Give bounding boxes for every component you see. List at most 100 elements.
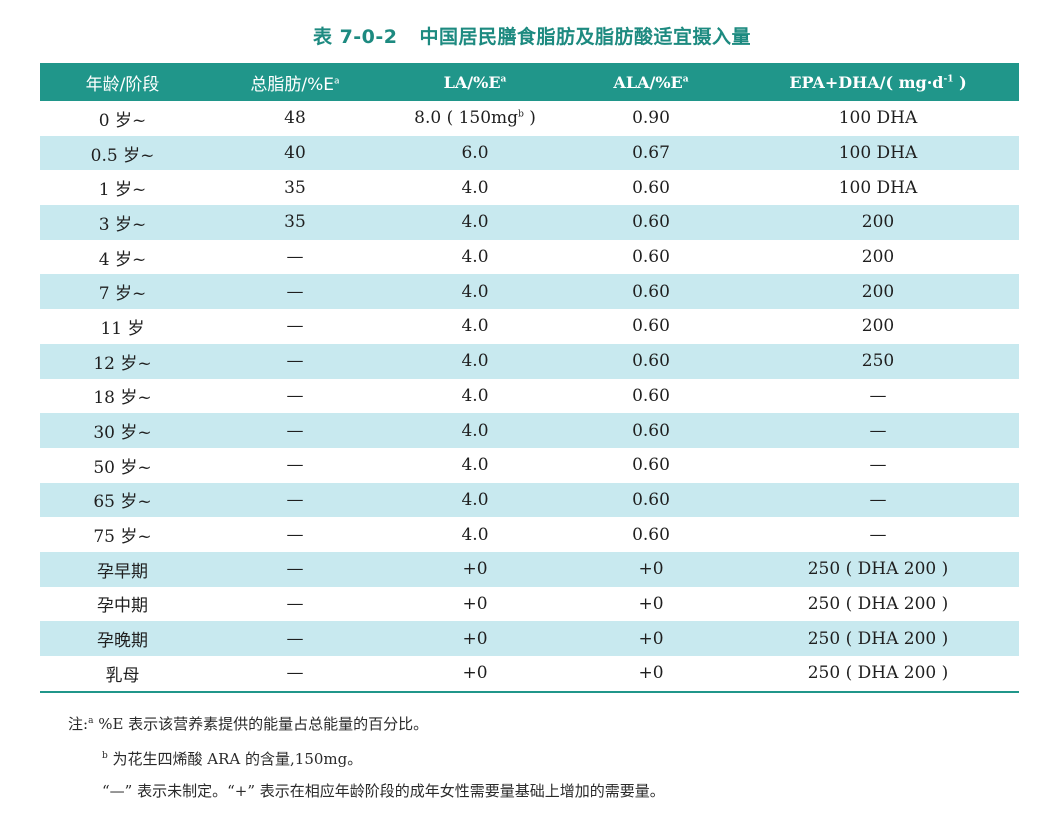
table-row: 孕中期 — +0 +0 250 ( DHA 200 )	[40, 587, 1019, 622]
cell-la: 4.0	[461, 385, 489, 406]
cell-ala: 0.60	[632, 385, 670, 406]
cell-epa-dha: 200	[861, 212, 895, 233]
cell-epa-dha: —	[869, 489, 887, 510]
table-row: 1 岁~ 35 4.0 0.60 100 DHA	[40, 170, 1019, 205]
cell-age: 18 岁~	[93, 388, 152, 409]
table-row: 18 岁~ — 4.0 0.60 —	[40, 379, 1019, 414]
cell-age: 乳母	[105, 665, 140, 686]
cell-total-fat: —	[286, 663, 304, 684]
cell-age: 1 岁~	[98, 180, 147, 201]
cell-total-fat: 48	[284, 108, 306, 129]
cell-ala: 0.60	[632, 212, 670, 233]
header-row: 年龄/阶段 总脂肪/%Ea LA/%Ea ALA/%Ea EPA+DHA/( m…	[40, 63, 1019, 101]
table-bottom-rule	[40, 690, 1019, 693]
cell-total-fat: —	[286, 247, 304, 268]
table-row: 50 岁~ — 4.0 0.60 —	[40, 448, 1019, 483]
cell-age: 75 岁~	[93, 527, 152, 548]
cell-total-fat: —	[286, 559, 304, 580]
cell-ala: +0	[638, 593, 664, 614]
cell-la: 8.0 ( 150mgb )	[414, 108, 536, 129]
cell-epa-dha: —	[869, 385, 887, 406]
cell-ala: 0.60	[632, 489, 670, 510]
cell-la: 4.0	[461, 281, 489, 302]
cell-age: 4 岁~	[98, 249, 147, 270]
note-a: 注:a %E 表示该营养素提供的能量占总能量的百分比。	[68, 715, 429, 733]
cell-total-fat: 35	[284, 212, 306, 233]
cell-ala: 0.60	[632, 316, 670, 337]
table-caption: 表 7-0-2 中国居民膳食脂肪及脂肪酸适宜摄入量	[0, 22, 1064, 49]
cell-la: +0	[462, 663, 488, 684]
cell-ala: 0.60	[632, 351, 670, 372]
table-row: 12 岁~ — 4.0 0.60 250	[40, 343, 1019, 379]
cell-epa-dha: 100 DHA	[838, 108, 918, 129]
cell-la: 4.0	[461, 212, 489, 233]
cell-total-fat: —	[286, 385, 304, 406]
cell-age: 孕晚期	[97, 631, 148, 652]
table-body: 0 岁~ 48 8.0 ( 150mgb ) 0.90 100 DHA 0.5 岁~ 40 6…	[40, 101, 1019, 691]
header-total-fat: 总脂肪/%Ea	[250, 74, 340, 95]
cell-la: 4.0	[461, 524, 489, 545]
cell-age: 12 岁~	[93, 353, 152, 374]
cell-total-fat: —	[286, 420, 304, 441]
cell-la: 4.0	[461, 316, 489, 337]
cell-la: 4.0	[461, 489, 489, 510]
cell-age: 孕中期	[97, 596, 148, 617]
cell-epa-dha: —	[869, 455, 887, 476]
cell-epa-dha: 200	[861, 247, 895, 268]
cell-ala: 0.60	[632, 247, 670, 268]
cell-age: 7 岁~	[98, 284, 147, 305]
note-b: b 为花生四烯酸 ARA 的含量,150mg。	[102, 750, 363, 768]
cell-la: +0	[462, 628, 488, 649]
cell-ala: 0.67	[632, 143, 670, 164]
cell-total-fat: —	[286, 593, 304, 614]
cell-la: 4.0	[461, 455, 489, 476]
table-notes: 注:a %E 表示该营养素提供的能量占总能量的百分比。 b 为花生四烯酸 ARA…	[68, 705, 665, 807]
cell-epa-dha: 250 ( DHA 200 )	[807, 663, 949, 684]
cell-epa-dha: 200	[861, 281, 895, 302]
cell-total-fat: —	[286, 628, 304, 649]
cell-ala: 0.60	[632, 455, 670, 476]
table-row: 乳母 — +0 +0 250 ( DHA 200 )	[40, 656, 1019, 691]
cell-la: 4.0	[461, 420, 489, 441]
header-ala: ALA/%Ea	[613, 72, 689, 92]
cell-age: 孕早期	[97, 561, 148, 582]
cell-epa-dha: 250 ( DHA 200 )	[807, 559, 949, 580]
cell-ala: +0	[638, 628, 664, 649]
cell-epa-dha: —	[869, 420, 887, 441]
cell-epa-dha: 250 ( DHA 200 )	[807, 593, 949, 614]
cell-ala: 0.60	[632, 420, 670, 441]
table-row: 0 岁~ 48 8.0 ( 150mgb ) 0.90 100 DHA	[40, 101, 1019, 136]
cell-total-fat: —	[286, 524, 304, 545]
table-row: 0.5 岁~ 40 6.0 0.67 100 DHA	[40, 135, 1019, 171]
cell-total-fat: —	[286, 351, 304, 372]
table-row: 孕早期 — +0 +0 250 ( DHA 200 )	[40, 551, 1019, 587]
table-row: 3 岁~ 35 4.0 0.60 200	[40, 205, 1019, 240]
intake-table: 年龄/阶段 总脂肪/%Ea LA/%Ea ALA/%Ea EPA+DHA/( m…	[40, 63, 1019, 691]
table-row: 孕晚期 — +0 +0 250 ( DHA 200 )	[40, 621, 1019, 656]
cell-la: +0	[462, 559, 488, 580]
cell-total-fat: 40	[284, 143, 306, 164]
cell-epa-dha: 100 DHA	[838, 177, 918, 198]
cell-ala: 0.90	[632, 108, 670, 129]
header-age: 年龄/阶段	[85, 74, 160, 95]
table-row: 7 岁~ — 4.0 0.60 200	[40, 274, 1019, 310]
cell-epa-dha: 250	[861, 351, 895, 372]
table-header: 年龄/阶段 总脂肪/%Ea LA/%Ea ALA/%Ea EPA+DHA/( m…	[40, 63, 1019, 101]
cell-age: 0 岁~	[98, 110, 147, 131]
header-la: LA/%Ea	[443, 72, 507, 92]
cell-epa-dha: 250 ( DHA 200 )	[807, 628, 949, 649]
cell-epa-dha: 200	[861, 316, 895, 337]
table-row: 4 岁~ — 4.0 0.60 200	[40, 240, 1019, 275]
cell-total-fat: —	[286, 455, 304, 476]
table-number: 表 7-0-2	[312, 26, 398, 48]
cell-epa-dha: —	[869, 524, 887, 545]
cell-la: 4.0	[461, 351, 489, 372]
cell-total-fat: 35	[284, 177, 306, 198]
cell-la: 6.0	[461, 143, 489, 164]
cell-la: +0	[462, 593, 488, 614]
table-row: 30 岁~ — 4.0 0.60 —	[40, 413, 1019, 448]
cell-total-fat: —	[286, 489, 304, 510]
cell-ala: +0	[638, 559, 664, 580]
cell-total-fat: —	[286, 281, 304, 302]
cell-la: 4.0	[461, 247, 489, 268]
